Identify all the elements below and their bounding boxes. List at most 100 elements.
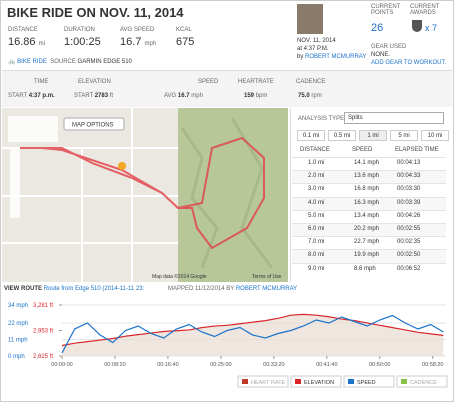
activity-type[interactable]: BIKE RIDE xyxy=(17,59,47,65)
split-cell: 14.1 mph xyxy=(354,160,380,166)
cad-label: CADENCE xyxy=(296,79,326,85)
y2-tick-label: 2,953 ft xyxy=(33,329,53,335)
y2-tick-label: 3,281 ft xyxy=(33,303,53,309)
split-cell: 00:02:35 xyxy=(397,239,421,246)
split-row xyxy=(292,183,446,197)
y-tick-label: 34 mph xyxy=(8,303,28,309)
x-tick-label: 00:08:20 xyxy=(104,362,125,368)
stat-value: 1:00:25 xyxy=(64,36,101,48)
legend-swatch xyxy=(242,379,248,384)
split-tab[interactable]: 10 mi xyxy=(421,130,449,141)
cad-unit: rpm xyxy=(311,93,322,99)
stat-unit: mph xyxy=(144,41,157,47)
hr-label: HEARTRATE xyxy=(238,79,274,85)
speed-value: 16.7 xyxy=(177,93,190,99)
map-options-button[interactable] xyxy=(63,117,125,131)
split-cell: 4.0 mi xyxy=(308,199,325,206)
split-row xyxy=(292,196,446,211)
legend-label: CADENCE xyxy=(410,380,437,386)
route-row: VIEW ROUTE Route from Edge 510 (2014-11-… xyxy=(4,286,144,292)
legend-label: HEART RATE xyxy=(251,380,286,386)
splits-panel xyxy=(290,108,453,282)
y2-tick-label: 2,625 ft xyxy=(33,354,53,360)
avatar xyxy=(297,4,323,34)
split-cell: 13.4 mph xyxy=(354,212,380,219)
split-tab[interactable]: 1 mi xyxy=(359,130,387,141)
hr-unit: bpm xyxy=(255,93,268,99)
split-row xyxy=(292,262,446,277)
elev-label: ELEVATION xyxy=(78,79,111,85)
gear-value: NONE. xyxy=(371,52,391,58)
mapper[interactable]: ROBERT MCMURRAY xyxy=(235,286,298,292)
profile-date: NOV. 11, 2014 xyxy=(297,38,336,44)
points-label: CURRENT POINTS xyxy=(371,4,401,16)
split-row xyxy=(292,157,446,171)
x-tick-label: 00:25:00 xyxy=(210,362,231,368)
elev-prefix: START xyxy=(74,93,94,99)
legend-swatch xyxy=(401,379,407,384)
profile-name[interactable]: ROBERT MCMURRAY xyxy=(305,54,367,60)
analysis-select[interactable]: Splits xyxy=(344,112,444,124)
split-cell: 00:02:50 xyxy=(397,252,421,259)
x-tick-label: 00:16:40 xyxy=(157,362,178,368)
source-label: SOURCE xyxy=(50,59,76,65)
x-tick-label: 00:58:20 xyxy=(422,362,443,368)
by: by xyxy=(297,54,304,60)
split-cell: 9.0 mi xyxy=(308,265,325,272)
mapped-row: MAPPED 11/12/2014 BY ROBERT MCMURRAY xyxy=(168,286,297,292)
split-tab[interactable]: 5 mi xyxy=(390,130,418,141)
start-marker xyxy=(118,162,126,170)
split-row xyxy=(292,236,446,250)
split-cell: 16.8 mph xyxy=(354,186,380,193)
split-cell: 3.0 mi xyxy=(308,186,325,193)
elev-unit: ft xyxy=(109,93,114,99)
stat-number: 675 xyxy=(176,36,195,48)
speed-row: AVG 16.7 mph xyxy=(164,93,203,99)
time-row: START 4:37 p.m. xyxy=(8,93,55,99)
split-cell: 1.0 mi xyxy=(308,160,325,166)
route-name[interactable]: Route from Edge 510 (2014-11-11 23: xyxy=(43,286,145,292)
stat-number: 1:00:25 xyxy=(64,36,101,48)
split-tab[interactable]: 0.5 mi xyxy=(328,130,356,141)
x-tick-label: 00:33:20 xyxy=(263,362,284,368)
stat-label: DURATION xyxy=(64,27,95,33)
elev-row: START 2783 ft xyxy=(74,93,113,99)
speed-label: SPEED xyxy=(198,79,219,85)
series-line xyxy=(61,313,444,347)
legend-item xyxy=(343,375,395,388)
stat-value: 675 xyxy=(176,36,194,48)
split-cell: 8.0 mi xyxy=(308,252,325,259)
route xyxy=(20,136,265,250)
split-header: DISTANCE xyxy=(300,147,330,153)
split-cell: 00:03:39 xyxy=(397,199,421,206)
map-credit: Map data ©2014 Google xyxy=(152,273,207,280)
profile-by: by ROBERT MCMURRAY xyxy=(297,54,366,60)
cad-value: 75.0 xyxy=(298,93,310,99)
split-header: ELAPSED TIME xyxy=(395,147,439,153)
split-cell: 00:02:55 xyxy=(397,226,421,232)
legend-item xyxy=(290,375,342,388)
map-tools[interactable] xyxy=(8,116,58,142)
legend-label: ELEVATION xyxy=(304,380,334,386)
profile-time: at 4:37 P.M. xyxy=(297,46,329,52)
split-cell: 22.7 mph xyxy=(354,239,380,246)
legend-item xyxy=(396,375,448,388)
split-cell: 6.0 mi xyxy=(308,226,325,232)
stat-value: 16.7 mph xyxy=(120,36,156,48)
stat-label: DISTANCE xyxy=(8,27,38,33)
y-tick-label: 11 mph xyxy=(8,338,28,344)
zoom-control[interactable] xyxy=(10,148,20,218)
split-tab[interactable]: 0.1 mi xyxy=(297,130,325,141)
split-cell: 00:04:13 xyxy=(397,160,421,166)
activity-row: 🚲 BIKE RIDE SOURCE GARMIN EDGE 510 xyxy=(8,59,132,65)
awards-label: CURRENT AWARDS xyxy=(410,4,440,16)
hr-value: 159 xyxy=(244,93,255,99)
split-cell: 00:03:30 xyxy=(397,186,421,193)
split-cell: 16.3 mph xyxy=(354,199,380,206)
gear-link[interactable]: ADD GEAR TO WORKOUT. xyxy=(371,60,447,66)
mapped: MAPPED 11/12/2014 BY xyxy=(168,286,235,292)
map-terms: Terms of Use xyxy=(252,274,282,280)
map-terrain xyxy=(178,108,288,282)
elev-value: 2783 xyxy=(94,93,109,99)
